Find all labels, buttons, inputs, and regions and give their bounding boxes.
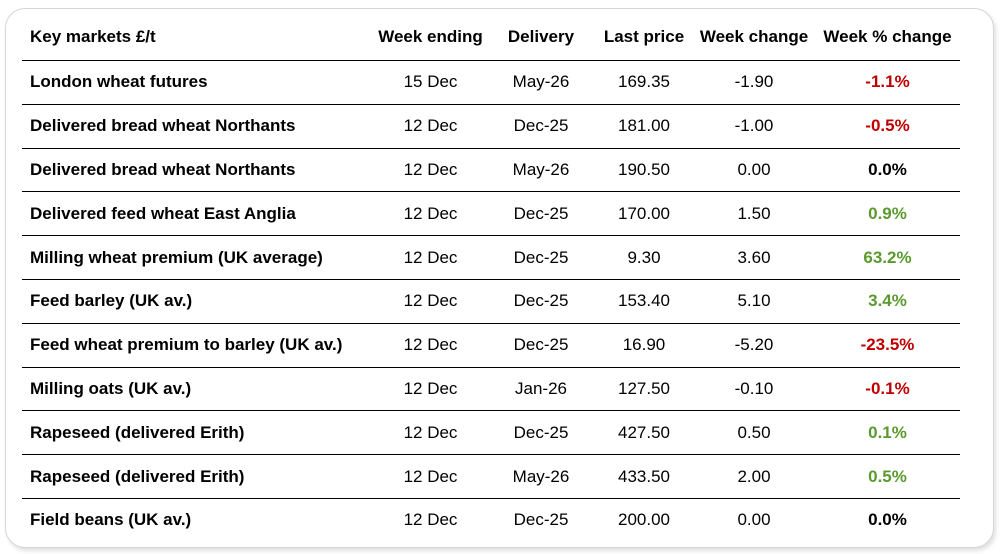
cell-delivery: Dec-25 xyxy=(513,510,569,530)
header-key-markets: Key markets £/t xyxy=(22,14,374,61)
cell-market: Rapeseed (delivered Erith) xyxy=(22,410,374,456)
cell-delivery: May-26 xyxy=(487,60,595,105)
cell-week-ending: 12 Dec xyxy=(374,235,487,280)
cell-week-pct-change: 3.4% xyxy=(815,279,960,324)
cell-week-ending: 12 Dec xyxy=(374,410,487,456)
cell-week-change: -5.20 xyxy=(693,323,815,368)
cell-delivery: May-26 xyxy=(487,454,595,499)
cell-week-change: 0.00 xyxy=(693,148,815,193)
cell-week-pct-change: 0.0% xyxy=(868,510,907,530)
cell-market: Milling oats (UK av.) xyxy=(22,367,374,412)
header-week-ending: Week ending xyxy=(374,14,487,61)
cell-week-ending: 12 Dec xyxy=(374,104,487,149)
cell-market: Delivered bread wheat Northants xyxy=(22,148,374,193)
cell-last-price: 433.50 xyxy=(595,454,693,499)
table-header-row: Key markets £/t Week ending Delivery Las… xyxy=(22,14,960,61)
cell-week-change: 5.10 xyxy=(693,279,815,324)
cell-week-pct-change: 0.5% xyxy=(815,454,960,499)
cell-week-change: 3.60 xyxy=(693,235,815,280)
header-last-price: Last price xyxy=(595,14,693,61)
cell-last-price: 16.90 xyxy=(595,323,693,368)
cell-week-pct-change: 63.2% xyxy=(815,235,960,280)
cell-week-pct-change: -23.5% xyxy=(815,323,960,368)
cell-week-change: -1.00 xyxy=(693,104,815,149)
cell-delivery: Dec-25 xyxy=(487,323,595,368)
cell-delivery: Dec-25 xyxy=(487,410,595,456)
table-row: Delivered bread wheat Northants 12 Dec May… xyxy=(22,148,960,193)
cell-week-ending: 12 Dec xyxy=(403,510,458,530)
header-week-pct-change: Week % change xyxy=(815,14,960,61)
cell-market: Field beans (UK av.) xyxy=(30,510,192,530)
cell-market: Feed wheat premium to barley (UK av.) xyxy=(22,323,374,368)
cell-week-pct-change: -0.5% xyxy=(815,104,960,149)
cell-week-pct-change: 0.9% xyxy=(815,191,960,237)
cell-week-ending: 12 Dec xyxy=(374,148,487,193)
table-row: London wheat futures 15 Dec May-26 169.35 -1… xyxy=(22,60,960,105)
cell-week-change: 0.50 xyxy=(693,410,815,456)
cell-delivery: Dec-25 xyxy=(487,191,595,237)
header-week-change: Week change xyxy=(693,14,815,61)
cell-week-ending: 12 Dec xyxy=(374,367,487,412)
cell-last-price: 9.30 xyxy=(595,235,693,280)
table-row: Milling wheat premium (UK average) 12 Dec… xyxy=(22,235,960,280)
table-row: Rapeseed (delivered Erith) 12 Dec Dec-25 42… xyxy=(22,410,960,456)
cell-last-price: 200.00 xyxy=(618,510,670,530)
cell-last-price: 427.50 xyxy=(595,410,693,456)
cell-last-price: 153.40 xyxy=(595,279,693,324)
cell-week-ending: 12 Dec xyxy=(374,279,487,324)
cell-market: Milling wheat premium (UK average) xyxy=(22,235,374,280)
cell-market: Delivered bread wheat Northants xyxy=(22,104,374,149)
cell-week-change: 0.00 xyxy=(737,510,771,530)
cell-week-ending: 12 Dec xyxy=(374,454,487,499)
table-row: Rapeseed (delivered Erith) 12 Dec May-26 43… xyxy=(22,454,960,499)
cell-market: Feed barley (UK av.) xyxy=(22,279,374,324)
cell-last-price: 190.50 xyxy=(595,148,693,193)
cell-week-change: 1.50 xyxy=(693,191,815,237)
header-delivery: Delivery xyxy=(487,14,595,61)
cell-delivery: Dec-25 xyxy=(487,235,595,280)
cell-last-price: 169.35 xyxy=(595,60,693,105)
cell-last-price: 170.00 xyxy=(595,191,693,237)
cell-market: Delivered feed wheat East Anglia xyxy=(22,191,374,237)
table-row: Milling oats (UK av.) 12 Dec Jan-26 127.50-… xyxy=(22,367,960,412)
cell-delivery: Dec-25 xyxy=(487,279,595,324)
cell-week-pct-change: -1.1% xyxy=(815,60,960,105)
cell-market: London wheat futures xyxy=(22,60,374,105)
cell-delivery: Jan-26 xyxy=(487,367,595,412)
cell-week-ending: 15 Dec xyxy=(374,60,487,105)
cell-week-ending: 12 Dec xyxy=(374,191,487,237)
table-row: Delivered feed wheat East Anglia 12 Dec De… xyxy=(22,191,960,237)
cell-week-change: 2.00 xyxy=(693,454,815,499)
cell-week-pct-change: 0.0% xyxy=(815,148,960,193)
key-markets-table: Key markets £/t Week ending Delivery Las… xyxy=(22,14,960,542)
cell-last-price: 181.00 xyxy=(595,104,693,149)
cell-week-change: -0.10 xyxy=(693,367,815,412)
table-row: Feed barley (UK av.) 12 Dec Dec-25 153.40 5.… xyxy=(22,279,960,324)
cell-last-price: 127.50 xyxy=(595,367,693,412)
cell-delivery: May-26 xyxy=(487,148,595,193)
cell-week-ending: 12 Dec xyxy=(374,323,487,368)
table-row: Delivered bread wheat Northants 12 Dec Dec… xyxy=(22,104,960,149)
table-row: Feed wheat premium to barley (UK av.) 12 … xyxy=(22,323,960,368)
cell-market: Rapeseed (delivered Erith) xyxy=(22,454,374,499)
cell-week-pct-change: 0.1% xyxy=(815,410,960,456)
table-row: Field beans (UK av.) 12 Dec Dec-25 200.00 0.… xyxy=(22,498,960,541)
cell-week-pct-change: -0.1% xyxy=(815,367,960,412)
cell-delivery: Dec-25 xyxy=(487,104,595,149)
cell-week-change: -1.90 xyxy=(693,60,815,105)
